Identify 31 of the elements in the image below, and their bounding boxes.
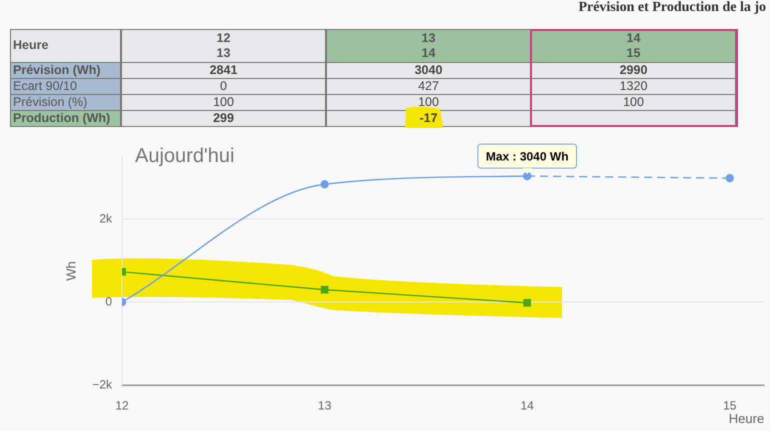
y-axis-title: Wh xyxy=(63,261,78,281)
y-tick-label: 2k xyxy=(99,211,113,226)
chart-subtitle: Aujourd'hui xyxy=(135,145,234,168)
y-tick-label: 0 xyxy=(105,294,112,308)
text: Production (Wh) xyxy=(10,110,121,127)
text: Ecart 90/10 xyxy=(10,78,121,95)
text: Prévision (%) xyxy=(10,94,121,111)
y-tick-label: −2k xyxy=(92,377,113,392)
annotation: Max : 3040 Wh xyxy=(486,149,569,164)
text: Prévision (Wh) xyxy=(10,62,121,79)
text: 299 xyxy=(213,111,234,125)
text: 100 xyxy=(418,95,439,109)
x-tick-label: 12 xyxy=(115,398,129,413)
text: 1320 xyxy=(620,79,648,93)
x-tick-label: 14 xyxy=(520,398,534,413)
x-tick-label: 13 xyxy=(318,398,332,413)
text: Heure xyxy=(10,29,121,63)
text: 427 xyxy=(418,79,439,93)
text: 100 xyxy=(213,95,234,109)
text: -17 xyxy=(419,111,438,125)
text: 3040 xyxy=(414,63,442,77)
x-tick-label: 15 xyxy=(723,398,737,413)
text: 14 15 xyxy=(531,29,736,63)
text: 100 xyxy=(623,95,644,109)
text: 0 xyxy=(220,79,227,93)
text: 2990 xyxy=(620,63,648,77)
text: 12 13 xyxy=(121,29,326,63)
chart-title: Prévision et Production de la jo xyxy=(578,0,766,16)
x-axis-title: Heure xyxy=(728,410,764,426)
text: 2841 xyxy=(210,63,238,77)
text: 13 14 xyxy=(326,29,531,63)
